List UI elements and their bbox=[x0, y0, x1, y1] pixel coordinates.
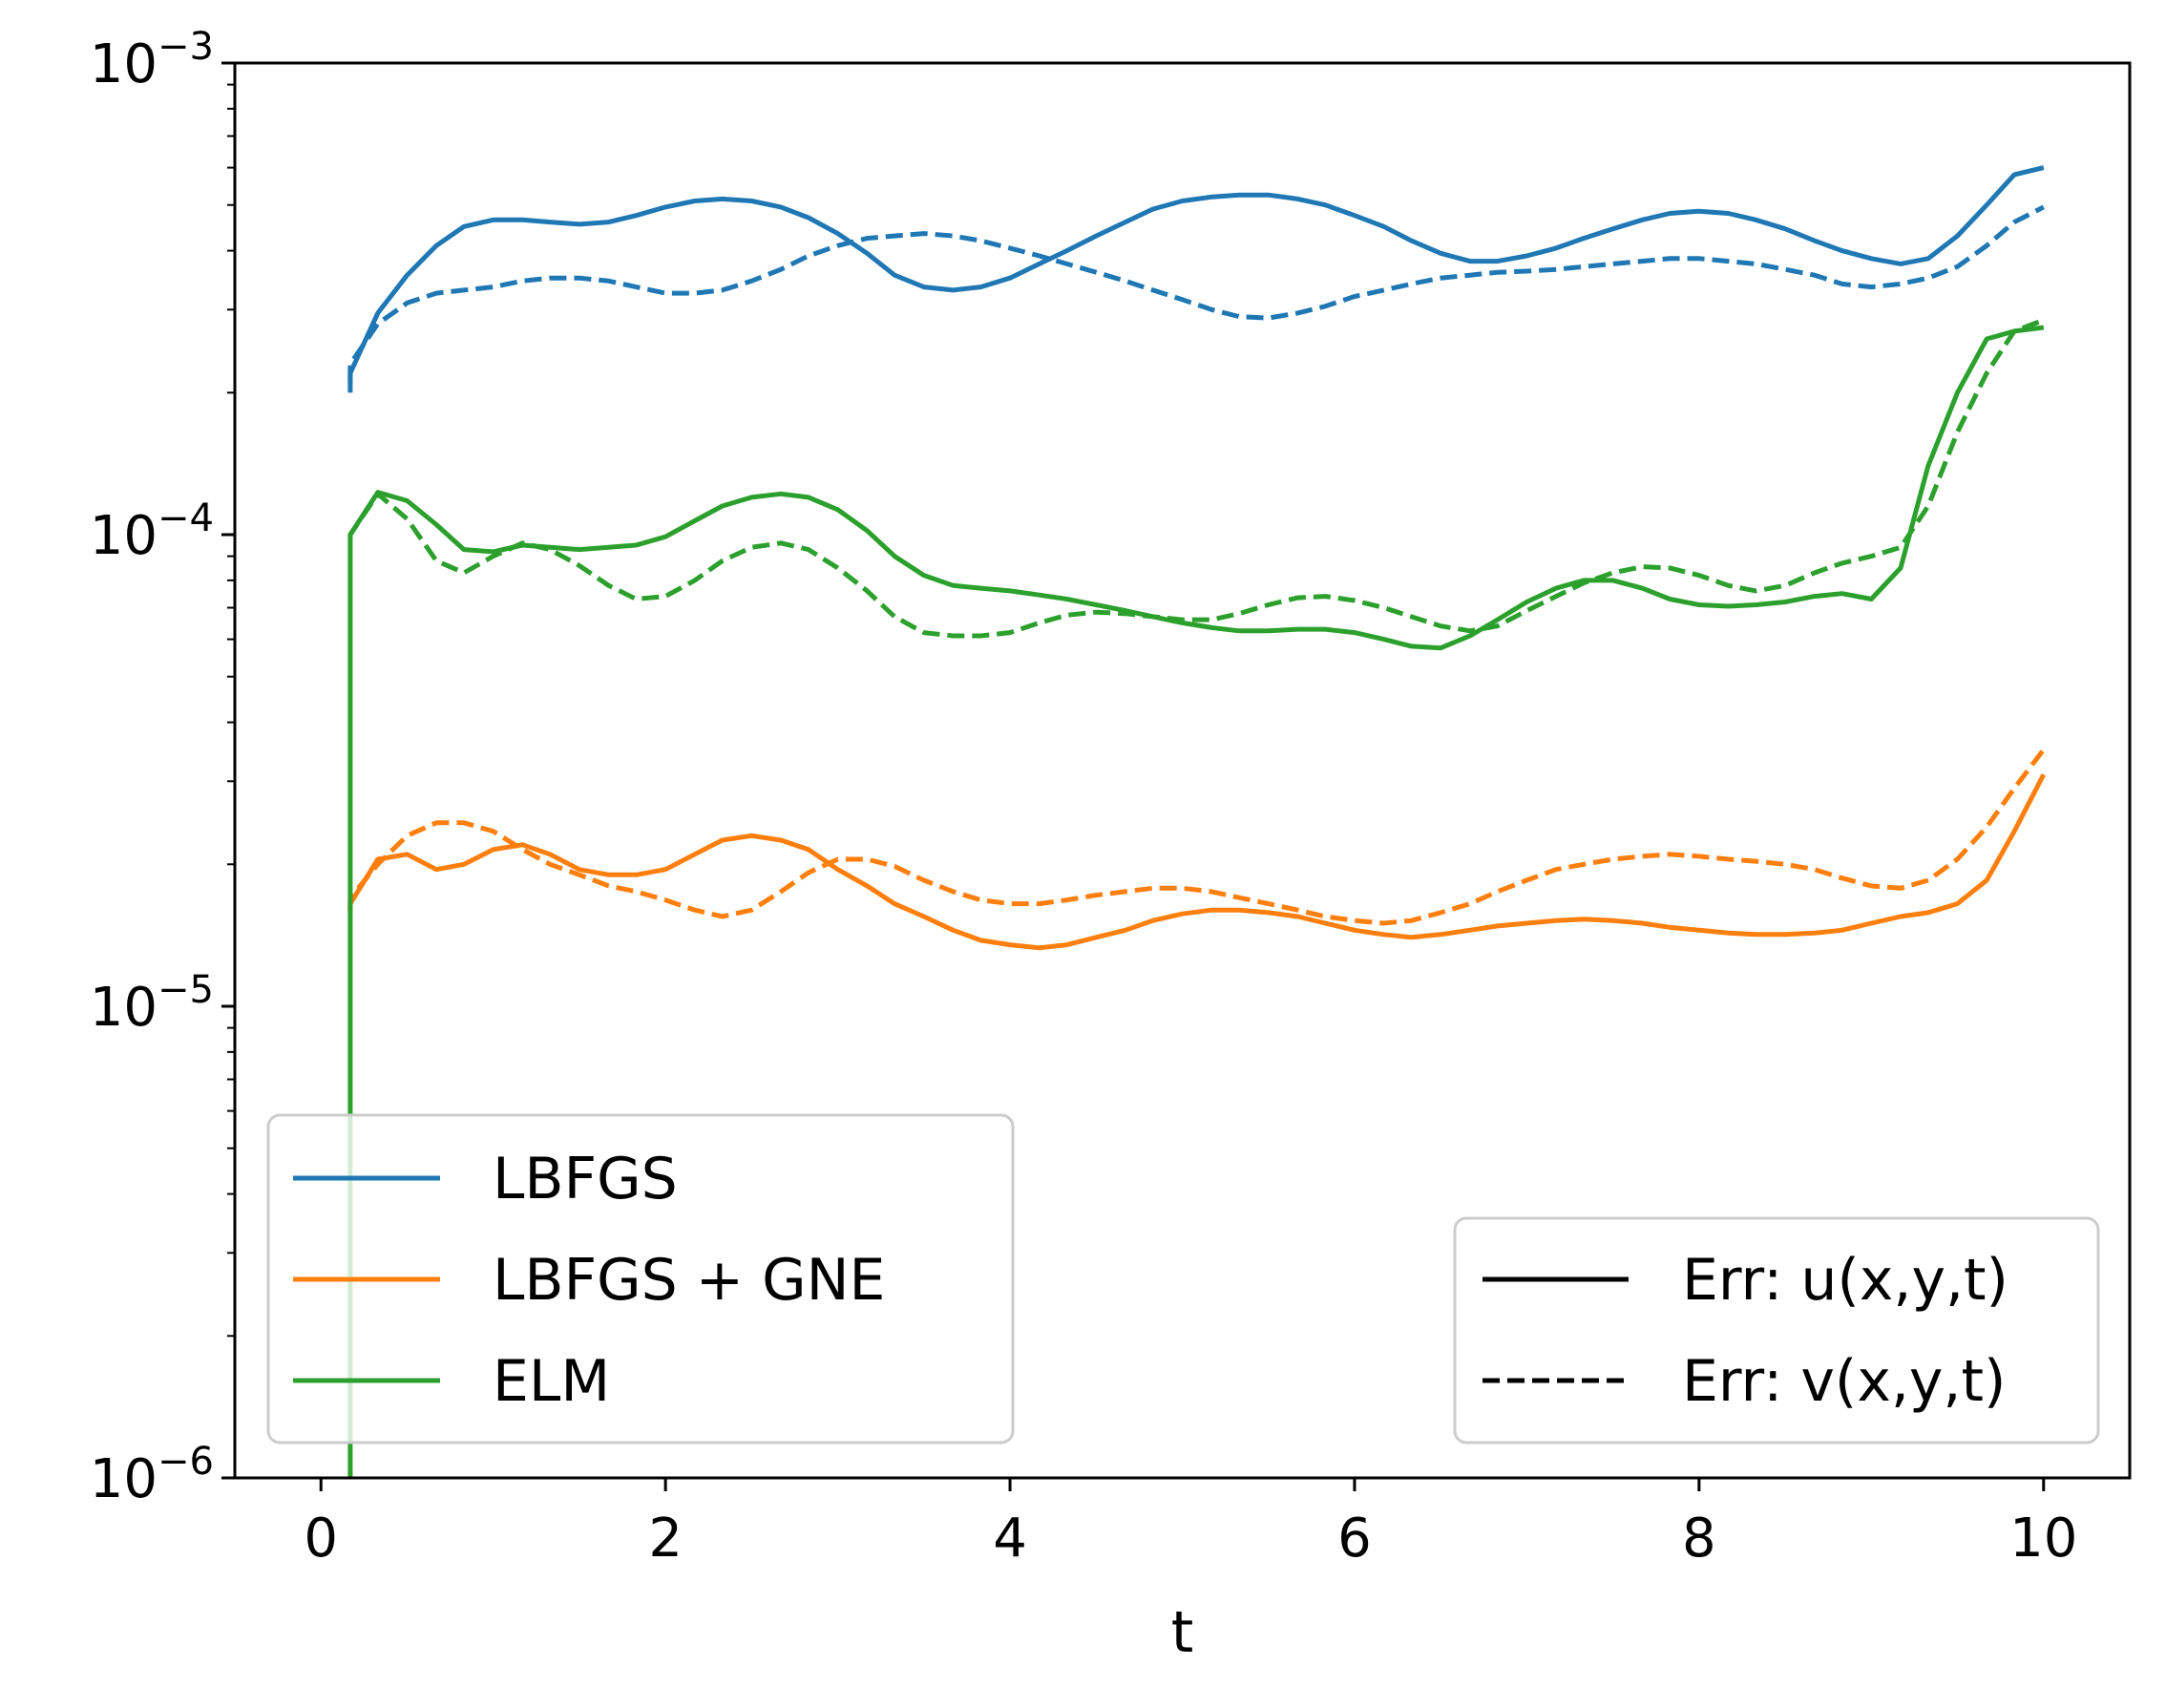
series-line-lbfgs-gne-u bbox=[347, 773, 2047, 951]
x-tick-label: 10 bbox=[2009, 1508, 2077, 1570]
series-line-lbfgs-u bbox=[347, 165, 2045, 393]
legend-components-frame bbox=[1453, 1216, 2100, 1444]
y-tick-label: 10−5 bbox=[90, 968, 214, 1039]
legend-methods: LBFGS LBFGS + GNE ELM bbox=[266, 1113, 1015, 1444]
legend-label: LBFGS + GNE bbox=[493, 1247, 885, 1314]
plot-frame bbox=[233, 61, 2132, 1480]
series-line-lbfgs-v bbox=[347, 204, 2045, 383]
y-tick-label: 10−6 bbox=[90, 1440, 214, 1510]
legend-label: ELM bbox=[493, 1348, 610, 1415]
series-line-elm-v bbox=[347, 317, 2045, 639]
x-tick-label: 0 bbox=[304, 1508, 338, 1570]
x-tick-label: 4 bbox=[993, 1508, 1027, 1570]
legend-label: LBFGS bbox=[493, 1146, 678, 1212]
series-layer bbox=[347, 165, 2047, 1478]
axes-ticks: 0 2 4 6 8 10 10−3 10−4 10−5 10−6 bbox=[90, 25, 2078, 1570]
x-tick-label: 2 bbox=[648, 1508, 683, 1570]
series-line-lbfgs-gne-v bbox=[347, 748, 2046, 926]
legend-label: Err: v(x,y,t) bbox=[1682, 1348, 2006, 1415]
y-tick-label: 10−3 bbox=[90, 25, 214, 95]
legend-components: Err: u(x,y,t) Err: v(x,y,t) bbox=[1453, 1216, 2100, 1444]
x-axis-label: t bbox=[1171, 1599, 1194, 1666]
x-tick-label: 6 bbox=[1337, 1508, 1372, 1570]
legend-label: Err: u(x,y,t) bbox=[1682, 1247, 2008, 1314]
legend-methods-frame bbox=[266, 1113, 1015, 1444]
x-tick-label: 8 bbox=[1682, 1508, 1716, 1570]
y-tick-label: 10−4 bbox=[90, 496, 214, 567]
